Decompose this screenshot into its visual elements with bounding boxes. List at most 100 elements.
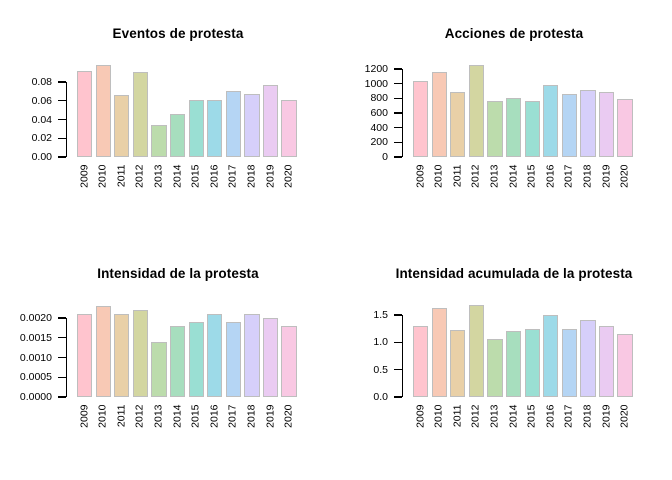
bar: [95, 306, 111, 397]
x-tick-label: 2014: [171, 404, 184, 428]
y-tick: [58, 337, 66, 339]
y-tick-label: 800: [370, 92, 388, 105]
x-tick-label: 2014: [507, 404, 520, 428]
x-tick-label: 2012: [133, 404, 146, 428]
bar: [561, 94, 577, 157]
x-tick-label: 2012: [133, 164, 146, 188]
bar: [114, 95, 130, 157]
y-tick: [394, 314, 402, 316]
x-tick-label: 2009: [78, 404, 91, 428]
y-tick: [58, 81, 66, 83]
y-tick: [58, 137, 66, 139]
bar: [262, 84, 279, 157]
y-tick: [394, 83, 402, 85]
bar: [262, 318, 279, 397]
y-tick-label: 0.0010: [19, 351, 52, 364]
y-axis-line: [66, 318, 68, 397]
plot-area-intensidad: 0.0000 0.0005 0.0010 0.0015 0.0020 2009 2010 20…: [0, 240, 336, 480]
chart-title-acciones: Acciones de protesta: [444, 26, 584, 41]
y-tick-label: 0.0000: [19, 391, 52, 403]
bar: [543, 84, 559, 157]
bar: [77, 70, 93, 157]
y-tick: [58, 396, 66, 398]
bar: [225, 91, 241, 157]
y-tick-label: 1000: [364, 77, 388, 90]
y-axis-line: [402, 69, 404, 157]
bar: [506, 330, 522, 397]
x-tick-label: 2009: [414, 164, 427, 188]
y-tick: [58, 156, 66, 158]
x-tick-label: 2015: [525, 164, 538, 188]
bar: [580, 89, 596, 157]
bar: [132, 71, 149, 157]
y-tick: [394, 68, 402, 70]
y-tick: [394, 341, 402, 343]
bar: [487, 100, 503, 157]
bar: [207, 99, 223, 157]
x-tick-label: 2014: [171, 164, 184, 188]
plot-area-intensidad-acumulada: 0.0 0.5 1.0 1.5 2009 2010 2011 2012 2013 2014 2015…: [336, 240, 672, 480]
y-tick-label: 1.5: [373, 309, 388, 321]
bar: [225, 321, 241, 397]
x-tick-label: 2017: [562, 404, 575, 428]
x-tick-label: 2020: [282, 404, 295, 428]
bar: [580, 319, 596, 397]
x-tick-label: 2012: [469, 404, 482, 428]
x-tick-label: 2015: [525, 404, 538, 428]
bar: [281, 325, 297, 397]
x-tick-label: 2010: [432, 164, 445, 188]
chart-title-intensidad: Intensidad de la protesta: [97, 266, 259, 281]
x-tick-label: 2014: [507, 164, 520, 188]
y-tick: [394, 369, 402, 371]
y-tick-label: 0.00: [31, 151, 52, 163]
bar: [170, 113, 186, 157]
y-tick: [394, 396, 402, 398]
x-tick-label: 2018: [581, 164, 594, 188]
bar: [561, 328, 577, 397]
x-tick-label: 2013: [488, 404, 501, 428]
y-tick: [58, 100, 66, 102]
x-tick-label: 2019: [600, 164, 612, 188]
x-tick-label: 2013: [488, 164, 501, 188]
x-tick-label: 2011: [115, 164, 128, 188]
x-tick-label: 2013: [152, 164, 165, 188]
y-tick-label: 0.5: [373, 363, 388, 376]
chart-panel-intensidad-acumulada: Intensidad acumulada de la protesta 0.0 0…: [336, 240, 672, 480]
bar: [413, 80, 429, 157]
chart-panel-acciones: Acciones de protesta 0 200 400 600 800 1000 12…: [336, 0, 672, 240]
bar: [524, 328, 540, 397]
x-tick-label: 2011: [451, 164, 464, 188]
y-tick: [58, 356, 66, 359]
bar: [506, 97, 522, 157]
bar: [450, 329, 466, 397]
x-tick-label: 2020: [618, 404, 631, 428]
bar: [468, 305, 485, 397]
y-tick-label: 0.0005: [19, 371, 52, 384]
x-tick-label: 2009: [414, 404, 427, 428]
x-tick-label: 2018: [581, 404, 594, 428]
y-tick: [394, 141, 402, 143]
bar: [77, 314, 93, 397]
y-axis-line: [66, 82, 68, 157]
bar: [450, 91, 466, 157]
bar: [431, 308, 447, 397]
bar: [188, 99, 204, 157]
x-tick-label: 2011: [451, 404, 464, 428]
x-tick-label: 2016: [544, 164, 557, 188]
y-tick-label: 1.0: [373, 336, 388, 349]
y-tick: [394, 127, 402, 129]
x-tick-label: 2020: [282, 164, 295, 188]
chart-title-eventos: Eventos de protesta: [112, 26, 244, 41]
y-tick-label: 0.04: [31, 113, 52, 126]
x-tick-label: 2016: [544, 404, 557, 428]
y-tick-label: 0.06: [31, 94, 52, 107]
bar: [468, 64, 485, 157]
plot-area-eventos: 0.00 0.02 0.04 0.06 0.08 2009 2010 2011 2012 2013…: [0, 0, 336, 240]
x-tick-label: 2010: [96, 164, 109, 188]
y-axis-line: [402, 315, 404, 397]
y-tick-label: 0.08: [31, 76, 52, 88]
bar: [207, 314, 223, 397]
bar: [132, 310, 149, 397]
bar: [95, 65, 111, 157]
bar: [413, 326, 429, 397]
